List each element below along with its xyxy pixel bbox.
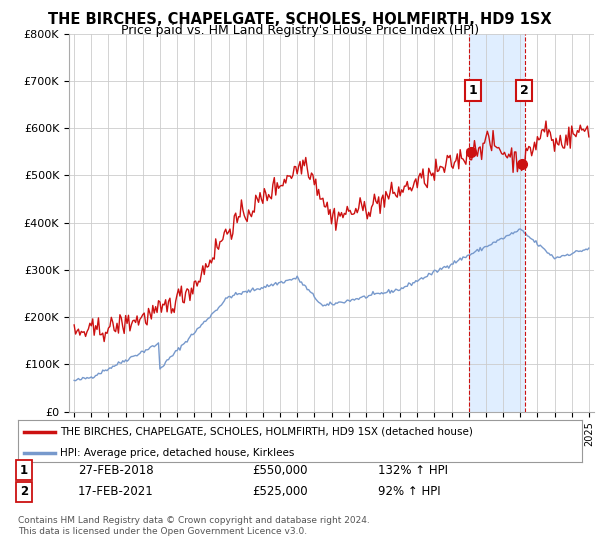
Text: 1: 1 bbox=[469, 84, 478, 97]
Text: 92% ↑ HPI: 92% ↑ HPI bbox=[378, 485, 440, 498]
Text: 2: 2 bbox=[520, 84, 529, 97]
Text: 27-FEB-2018: 27-FEB-2018 bbox=[78, 464, 154, 477]
Text: Price paid vs. HM Land Registry's House Price Index (HPI): Price paid vs. HM Land Registry's House … bbox=[121, 24, 479, 37]
Text: 2: 2 bbox=[20, 485, 28, 498]
Text: 132% ↑ HPI: 132% ↑ HPI bbox=[378, 464, 448, 477]
Text: Contains HM Land Registry data © Crown copyright and database right 2024.
This d: Contains HM Land Registry data © Crown c… bbox=[18, 516, 370, 536]
Text: 17-FEB-2021: 17-FEB-2021 bbox=[78, 485, 154, 498]
Text: THE BIRCHES, CHAPELGATE, SCHOLES, HOLMFIRTH, HD9 1SX: THE BIRCHES, CHAPELGATE, SCHOLES, HOLMFI… bbox=[48, 12, 552, 27]
Text: HPI: Average price, detached house, Kirklees: HPI: Average price, detached house, Kirk… bbox=[60, 448, 295, 458]
Text: £525,000: £525,000 bbox=[252, 485, 308, 498]
Text: THE BIRCHES, CHAPELGATE, SCHOLES, HOLMFIRTH, HD9 1SX (detached house): THE BIRCHES, CHAPELGATE, SCHOLES, HOLMFI… bbox=[60, 427, 473, 437]
Text: £550,000: £550,000 bbox=[252, 464, 308, 477]
Text: 1: 1 bbox=[20, 464, 28, 477]
Bar bbox=[469, 34, 524, 412]
